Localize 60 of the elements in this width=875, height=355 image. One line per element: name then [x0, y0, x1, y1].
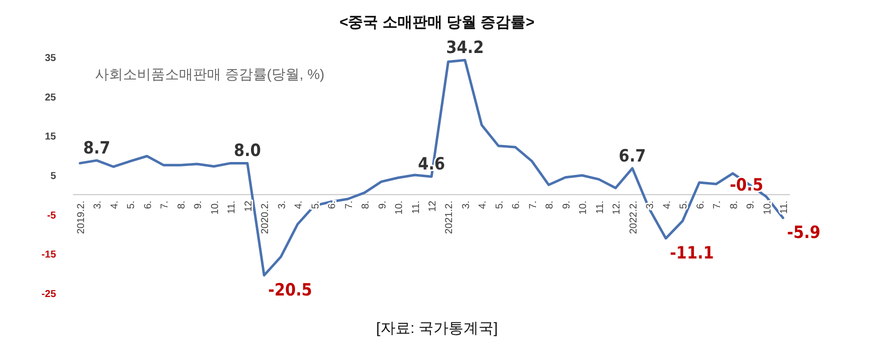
x-tick-label: 11.: [594, 200, 606, 214]
data-label: 8.0: [234, 141, 261, 162]
x-tick-label: 4.: [109, 200, 120, 210]
x-tick-label: 12: [243, 200, 254, 212]
x-tick-label: 6.: [511, 200, 522, 210]
x-tick-label: 2020.2.: [260, 200, 272, 234]
x-tick-label: 5.: [310, 200, 322, 210]
x-tick-label: 8.: [360, 200, 372, 210]
data-label: -11.1: [670, 243, 714, 264]
x-tick-label: 4.: [478, 200, 489, 210]
x-tick-label: 12: [428, 200, 438, 212]
x-tick-label: 8.: [544, 200, 556, 210]
y-tick-label: 35: [44, 53, 56, 64]
y-tick-label: 5: [50, 171, 56, 182]
x-tick-label: 3.: [92, 200, 104, 210]
y-tick-label: -25: [42, 289, 56, 300]
x-tick-label: 4.: [294, 200, 305, 210]
x-tick-label: 9.: [561, 200, 572, 210]
text: [자료: 국가통계국]: [376, 320, 498, 337]
x-tick-label: 12.: [612, 200, 623, 215]
x-tick-label: 10.: [762, 200, 774, 215]
x-tick-label: 3.: [276, 200, 288, 210]
chart-title: <중국 소매판매 당월 증감률>: [339, 14, 535, 31]
annotation: 사회소비품소매판매 증감률(당월, %): [95, 66, 324, 82]
x-tick-label: 7.: [160, 200, 171, 210]
x-tick-label: 9.: [193, 200, 204, 210]
x-tick-label: 11.: [779, 200, 790, 214]
x-tick-label: 5.: [126, 200, 138, 210]
x-tick-label: 6.: [142, 200, 154, 210]
x-tick-label: 4.: [662, 200, 673, 210]
data-label: -5.9: [787, 222, 820, 243]
x-tick-label: 5.: [494, 200, 506, 210]
x-tick-label: 10.: [578, 200, 590, 215]
x-tick-label: 3.: [460, 200, 472, 210]
x-tick-label: 9.: [377, 200, 388, 210]
y-tick-label: -15: [42, 250, 56, 261]
x-tick-label: 6.: [695, 200, 706, 210]
x-tick-label: 5.: [678, 200, 690, 210]
data-label: 8.7: [83, 138, 110, 158]
x-tick-label: 2022.2.: [628, 200, 640, 234]
x-tick-label: 11.: [410, 200, 422, 214]
x-tick-label: 9.: [746, 200, 757, 210]
x-tick-label: 2019.2.: [76, 200, 87, 234]
y-tick-label: 15: [44, 132, 56, 143]
data-label: 6.7: [618, 146, 646, 166]
x-tick-label: 7.: [712, 200, 724, 210]
x-tick-label: 7.: [528, 200, 539, 210]
x-tick-label: 10.: [394, 200, 406, 215]
data-label: -20.5: [268, 280, 312, 300]
y-tick-label: 25: [44, 92, 56, 104]
x-tick-label: 3.: [645, 200, 656, 210]
y-tick-label: -5: [47, 210, 56, 222]
data-label: 34.2: [446, 38, 484, 58]
x-tick-label: 7.: [344, 200, 355, 210]
x-tick-label: 10.: [210, 200, 221, 215]
x-tick-label: 11.: [226, 200, 238, 214]
x-tick-label: 6.: [327, 200, 338, 210]
x-tick-label: 8.: [176, 200, 188, 210]
x-tick-label: 8.: [728, 200, 740, 210]
x-tick-label: 2021.2.: [444, 200, 456, 234]
